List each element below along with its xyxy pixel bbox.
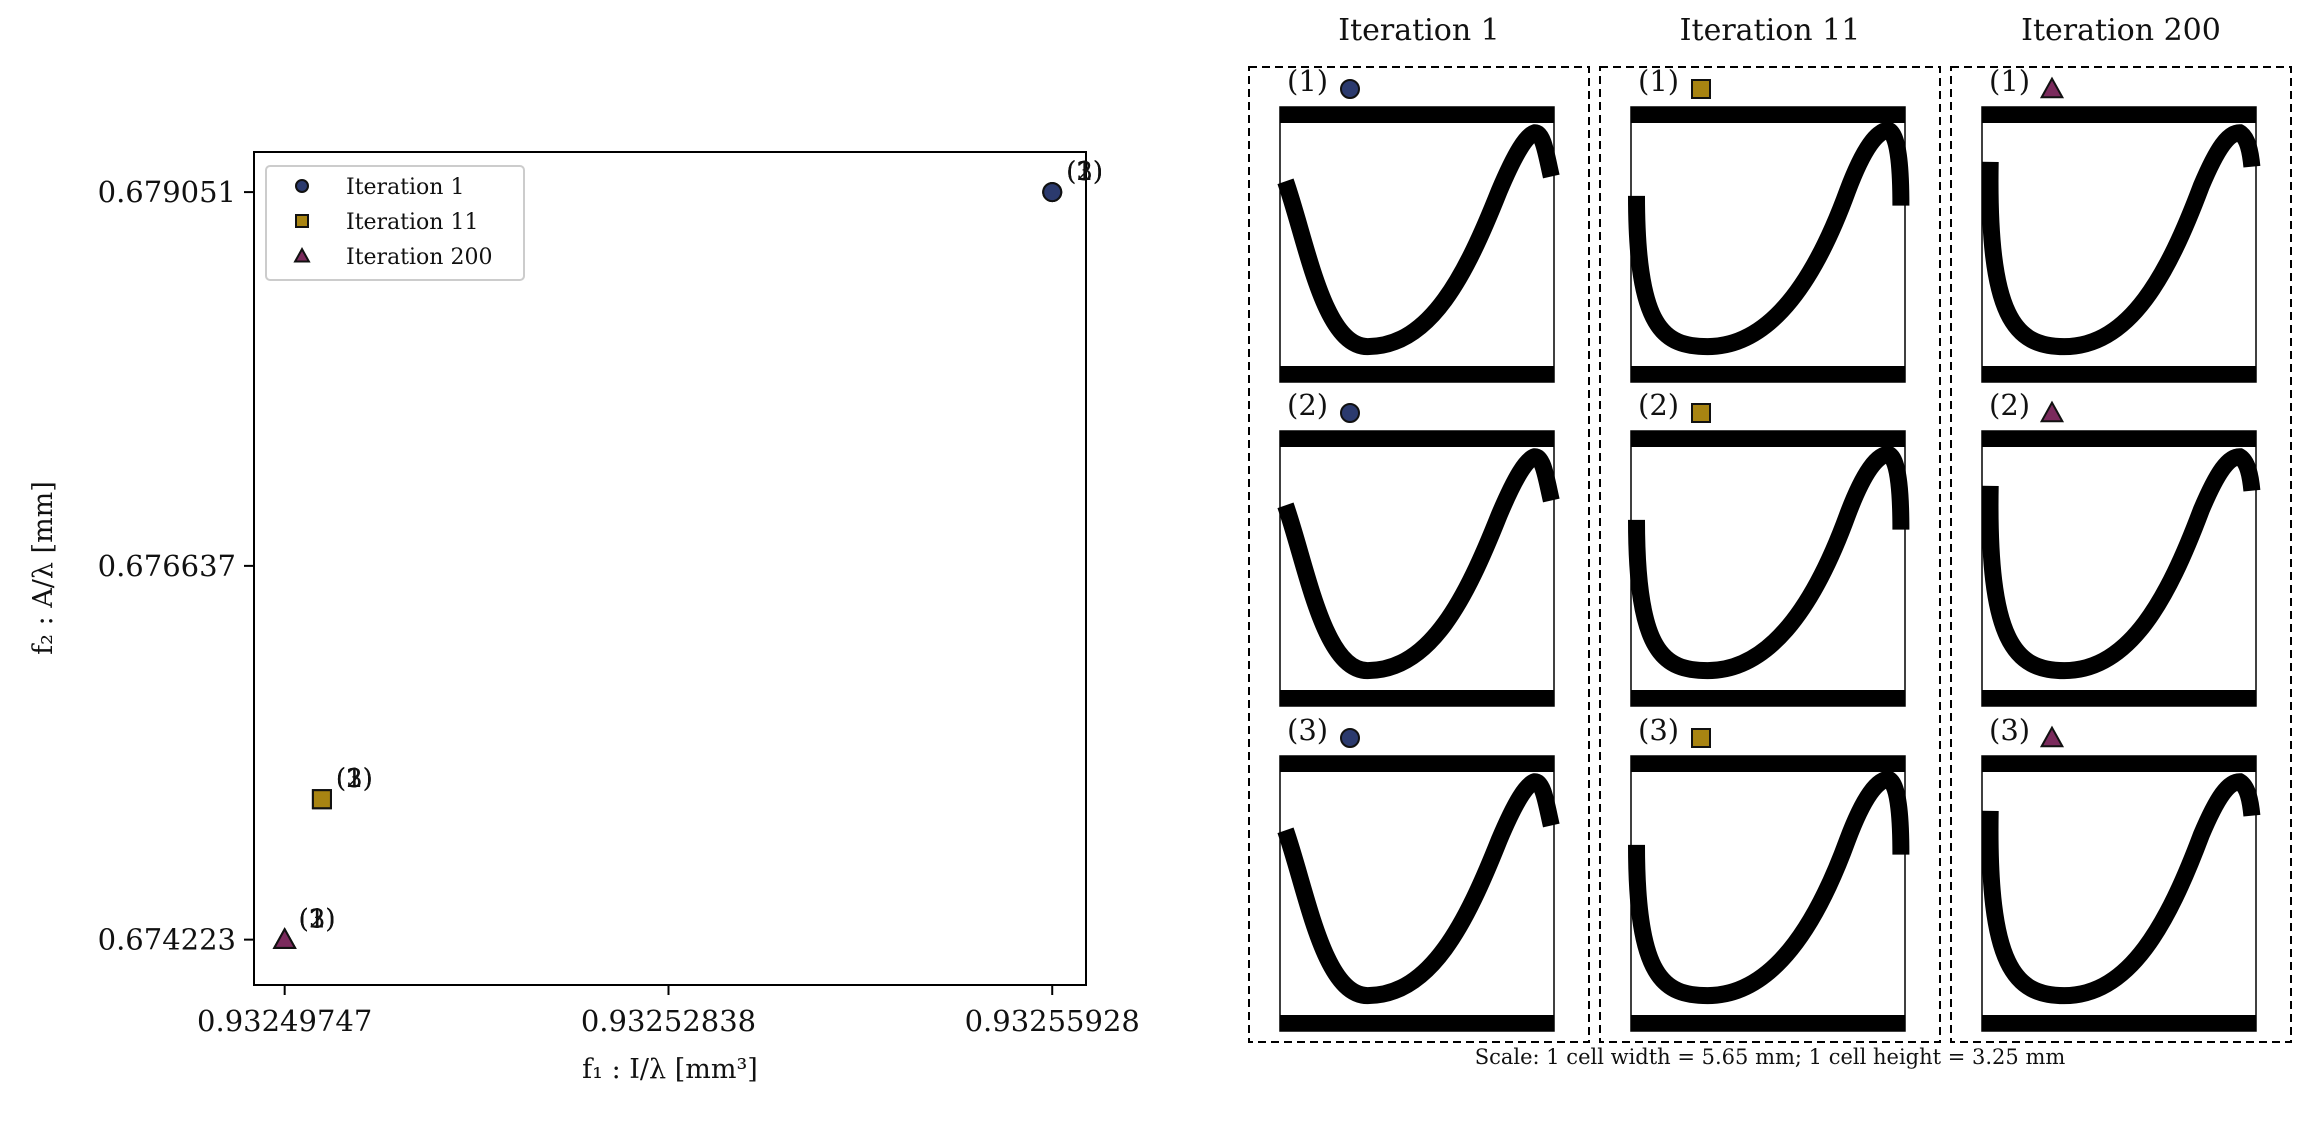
legend-box (265, 165, 525, 281)
point-label: (3) (1066, 157, 1103, 187)
column-title: Iteration 1 (1338, 13, 1500, 48)
point-label: (2) (1066, 157, 1103, 187)
top-wall (1631, 431, 1905, 447)
legend-marker (295, 179, 309, 193)
legend: Iteration 1 Iteration 11 Iteration 200 (265, 165, 525, 281)
y-tick-label: 0.674223 (98, 923, 236, 957)
column-title: Iteration 200 (2021, 13, 2221, 48)
point-label: (3) (336, 764, 373, 794)
top-wall (1631, 756, 1905, 772)
shape-curve (1981, 773, 2261, 1005)
top-wall (1982, 756, 2256, 772)
column-box (1950, 66, 2292, 1043)
cell-label: (2) (1287, 388, 1328, 422)
cell-marker (1691, 79, 1711, 99)
point-label: (2) (336, 764, 373, 794)
bottom-wall (1631, 690, 1905, 706)
cell-marker (1691, 728, 1711, 748)
point-label: (1) (299, 905, 336, 935)
scatter-plot: 0.93249747 0.93252838 0.93255928 0.6742230… (28, 151, 1140, 1085)
cell-label: (3) (1287, 713, 1328, 747)
bottom-wall (1982, 1015, 2256, 1031)
bottom-wall (1631, 366, 1905, 382)
cell-marker (1340, 728, 1360, 748)
shape-grid: Iteration 1(1)(2)(3)Iteration 11(1)(2)(3… (1248, 13, 2292, 1043)
cell-label: (3) (1638, 713, 1679, 747)
top-wall (1280, 431, 1554, 447)
column-box (1248, 66, 1590, 1043)
cell-label: (2) (1989, 388, 2030, 422)
point-label: (2) (299, 905, 336, 935)
top-wall (1631, 107, 1905, 123)
shape-curve (1628, 121, 1910, 356)
shape-curve (1277, 448, 1560, 680)
legend-marker (293, 247, 311, 263)
legend-label: Iteration 1 (346, 175, 464, 200)
top-wall (1982, 431, 2256, 447)
shape-curve (1277, 124, 1560, 356)
x-tick-label: 0.93252838 (581, 1004, 756, 1038)
data-point (1042, 182, 1063, 203)
bottom-wall (1982, 366, 2256, 382)
cell-label: (3) (1989, 713, 2030, 747)
bottom-wall (1280, 366, 1554, 382)
cell-marker (1691, 403, 1711, 423)
data-point (272, 927, 297, 949)
point-label: (3) (299, 905, 336, 935)
plot-frame (253, 151, 1087, 986)
top-wall (1982, 107, 2256, 123)
cell-marker (1340, 79, 1360, 99)
cell-label: (1) (1989, 64, 2030, 98)
legend-label: Iteration 11 (346, 210, 478, 235)
shape-curve (1981, 448, 2261, 680)
point-label: (1) (336, 764, 373, 794)
legend-items: Iteration 1 Iteration 11 Iteration 200 (293, 175, 492, 270)
data-points: (1)(2)(3)(1)(2)(3)(1)(2)(3) (272, 157, 1103, 949)
point-label: (1) (1066, 157, 1103, 187)
legend-marker (295, 214, 309, 228)
top-wall (1280, 756, 1554, 772)
scale-note: Scale: 1 cell width = 5.65 mm; 1 cell he… (1475, 1045, 2066, 1069)
cell-label: (2) (1638, 388, 1679, 422)
x-axis-label: f₁ : I/λ [mm³] (582, 1054, 758, 1085)
column-box (1599, 66, 1941, 1043)
x-axis-ticks: 0.93249747 0.93252838 0.93255928 (197, 985, 1140, 1038)
legend-label: Iteration 200 (346, 245, 492, 270)
x-tick-label: 0.93255928 (965, 1004, 1140, 1038)
cell-label: (1) (1638, 64, 1679, 98)
shape-curve (1277, 773, 1560, 1005)
cell-marker (1340, 403, 1360, 423)
shape-curve (1628, 770, 1910, 1005)
y-tick-label: 0.679051 (98, 175, 236, 209)
y-tick-label: 0.676637 (98, 549, 236, 583)
cell-marker (2039, 76, 2065, 99)
bottom-wall (1982, 690, 2256, 706)
shape-curve (1981, 124, 2261, 356)
cell-marker (2039, 725, 2065, 748)
data-point (311, 789, 332, 810)
bottom-wall (1280, 690, 1554, 706)
cell-label: (1) (1287, 64, 1328, 98)
y-axis-label: f₂ : A/λ [mm] (28, 481, 59, 655)
shape-curve (1628, 445, 1910, 680)
y-axis-ticks: 0.674223 0.676637 0.679051 (98, 175, 254, 957)
bottom-wall (1631, 1015, 1905, 1031)
top-wall (1280, 107, 1554, 123)
bottom-wall (1280, 1015, 1554, 1031)
x-tick-label: 0.93249747 (197, 1004, 372, 1038)
column-title: Iteration 11 (1680, 13, 1861, 48)
cell-marker (2039, 400, 2065, 423)
